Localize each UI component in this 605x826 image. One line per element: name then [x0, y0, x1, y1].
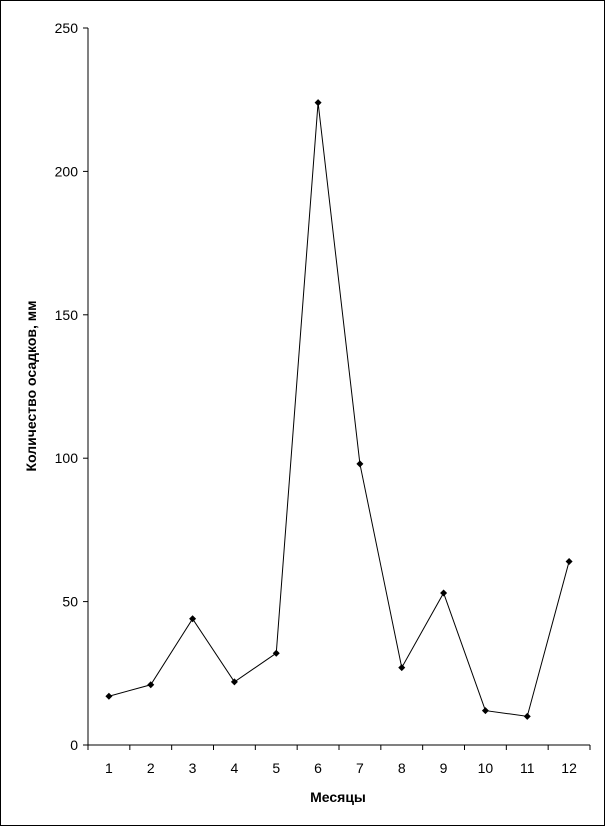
data-point [481, 707, 489, 715]
data-point [398, 664, 406, 672]
data-point [230, 678, 238, 686]
data-point [189, 615, 197, 623]
y-axis-title: Количество осадков, мм [23, 301, 39, 472]
x-tick-label: 4 [231, 760, 239, 776]
x-tick-label: 12 [561, 760, 577, 776]
y-tick-label: 150 [55, 307, 79, 323]
x-tick-label: 5 [272, 760, 280, 776]
x-tick-label: 10 [478, 760, 494, 776]
data-point [523, 712, 531, 720]
y-axis: 0 50 100 150 200 250 [55, 20, 89, 753]
x-tick-label: 3 [189, 760, 197, 776]
x-tick-label: 1 [105, 760, 113, 776]
x-tick-label: 11 [520, 760, 535, 776]
data-point [440, 589, 448, 597]
x-tick-label: 2 [147, 760, 155, 776]
x-tick-label: 8 [398, 760, 406, 776]
data-point [105, 692, 113, 700]
y-tick-label: 0 [70, 737, 78, 753]
x-tick-label: 6 [314, 760, 322, 776]
y-tick-label: 250 [55, 20, 79, 36]
x-axis-title: Месяцы [310, 789, 366, 805]
y-tick-label: 50 [62, 594, 78, 610]
x-tick-label: 7 [356, 760, 364, 776]
data-point [356, 460, 364, 468]
x-tick-label: 9 [440, 760, 448, 776]
y-tick-label: 200 [55, 163, 79, 179]
x-axis: 1 2 3 4 5 6 7 8 9 10 11 12 [87, 744, 591, 776]
series-line [108, 102, 570, 717]
y-tick-label: 100 [55, 450, 79, 466]
plot-area [105, 99, 573, 720]
data-point [272, 649, 280, 657]
data-point [147, 681, 155, 689]
data-point [565, 557, 573, 565]
data-point [314, 99, 322, 107]
